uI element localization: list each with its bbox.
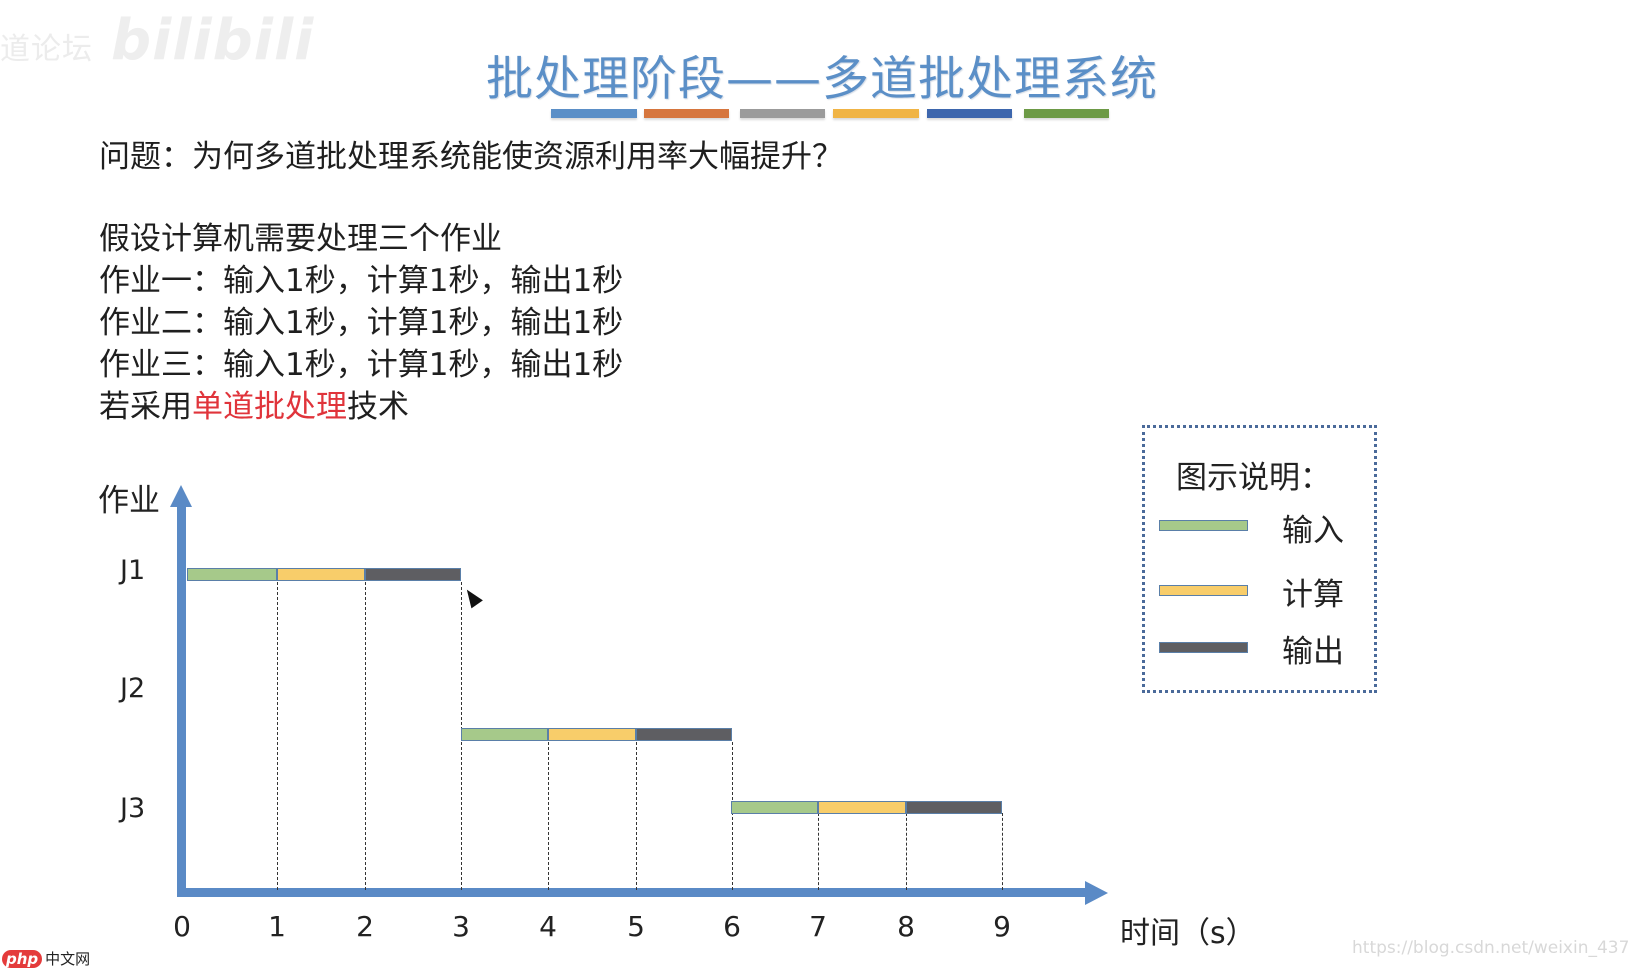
question-text: 问题：为何多道批处理系统能使资源利用率大幅提升？ xyxy=(99,139,843,175)
x-axis-arrow-icon xyxy=(1085,881,1108,905)
legend-swatch-output xyxy=(1159,642,1248,653)
bilibili-logo: bilibili xyxy=(111,8,315,73)
decor-bar-3 xyxy=(740,109,825,118)
job-label-j2: J2 xyxy=(120,673,146,704)
legend-box xyxy=(1142,425,1377,693)
x-tick-7: 7 xyxy=(809,910,827,943)
gridline-6 xyxy=(732,742,733,890)
j2-compute-bar xyxy=(548,728,636,741)
x-tick-1: 1 xyxy=(268,910,286,943)
j3-compute-bar xyxy=(818,801,906,814)
decor-bar-1 xyxy=(551,109,637,118)
watermark-top-left: 道论坛 bilibili xyxy=(0,8,314,73)
decor-bar-6 xyxy=(1024,109,1109,118)
x-tick-9: 9 xyxy=(993,910,1011,943)
job-label-j3: J3 xyxy=(120,793,146,824)
technique-prefix: 若采用 xyxy=(99,389,192,425)
legend-swatch-input xyxy=(1159,520,1248,531)
j3-output-bar xyxy=(906,801,1002,814)
assumption-line: 假设计算机需要处理三个作业 xyxy=(99,221,502,257)
y-axis-label: 作业 xyxy=(98,483,160,519)
x-tick-6: 6 xyxy=(723,910,741,943)
job-1-description: 作业一：输入1秒，计算1秒，输出1秒 xyxy=(99,263,624,299)
job-2-description: 作业二：输入1秒，计算1秒，输出1秒 xyxy=(99,305,624,341)
legend-label-compute: 计算 xyxy=(1282,577,1344,613)
y-axis-arrow-icon xyxy=(170,485,192,507)
x-tick-8: 8 xyxy=(897,910,915,943)
decor-bar-4 xyxy=(833,109,919,118)
x-tick-3: 3 xyxy=(452,910,470,943)
gridline-1 xyxy=(277,582,278,890)
job-label-j1: J1 xyxy=(120,555,146,586)
gridline-8 xyxy=(906,813,907,890)
j2-input-bar xyxy=(461,728,548,741)
j1-output-bar xyxy=(365,568,461,581)
x-axis xyxy=(177,888,1087,897)
legend-label-output: 输出 xyxy=(1282,634,1344,670)
watermark-url: https://blog.csdn.net/weixin_43798170 xyxy=(1352,938,1629,958)
legend-label-input: 输入 xyxy=(1282,513,1344,549)
x-tick-5: 5 xyxy=(627,910,645,943)
job-3-description: 作业三：输入1秒，计算1秒，输出1秒 xyxy=(99,347,624,383)
php-site-text: 中文网 xyxy=(45,950,91,968)
legend-title: 图示说明： xyxy=(1176,460,1331,496)
x-tick-0: 0 xyxy=(173,910,191,943)
j1-input-bar xyxy=(187,568,277,581)
decor-bar-2 xyxy=(644,109,729,118)
gridline-5 xyxy=(636,742,637,890)
legend-swatch-compute xyxy=(1159,585,1248,596)
gridline-7 xyxy=(818,813,819,890)
watermark-bottom-left: php 中文网 xyxy=(2,948,90,969)
technique-line: 若采用单道批处理技术 xyxy=(99,386,409,428)
php-logo-icon: php xyxy=(2,950,43,968)
gridline-2 xyxy=(365,582,366,890)
technique-suffix: 技术 xyxy=(347,389,409,425)
y-axis xyxy=(177,505,186,897)
j1-compute-bar xyxy=(277,568,365,581)
watermark-forum-text: 道论坛 xyxy=(0,32,93,67)
gridline-4 xyxy=(548,742,549,890)
gridline-9 xyxy=(1002,813,1003,890)
x-tick-4: 4 xyxy=(539,910,557,943)
j3-input-bar xyxy=(731,801,818,814)
j2-output-bar xyxy=(636,728,732,741)
technique-highlight: 单道批处理 xyxy=(192,389,347,425)
decor-bar-5 xyxy=(927,109,1012,118)
x-tick-2: 2 xyxy=(356,910,374,943)
x-axis-label: 时间（s） xyxy=(1120,916,1256,951)
slide-title: 批处理阶段——多道批处理系统 xyxy=(486,52,1158,107)
mouse-cursor-icon xyxy=(461,585,483,609)
